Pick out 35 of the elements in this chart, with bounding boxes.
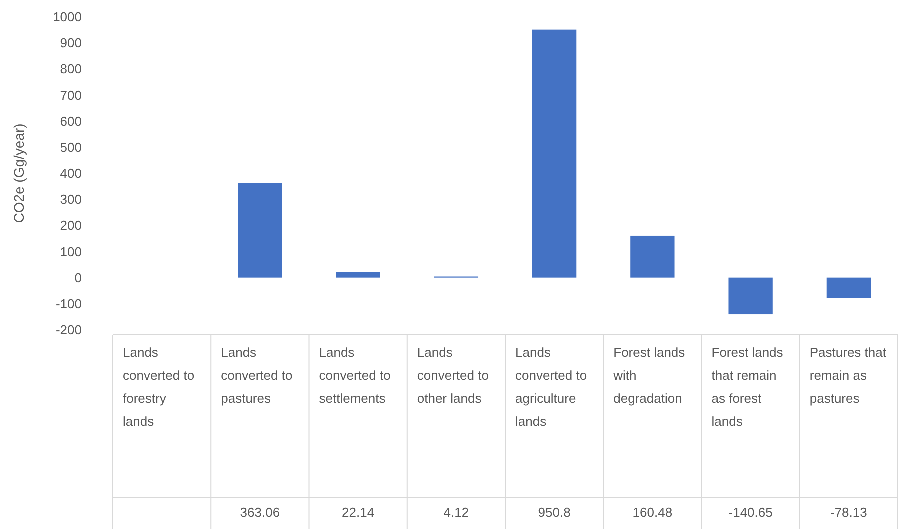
y-tick-label: 900 <box>60 36 82 51</box>
x-tick-label: Pastures that remain as pastures <box>810 345 887 406</box>
data-label: 950.8 <box>538 505 571 520</box>
y-tick-label: 1000 <box>53 10 82 25</box>
y-tick-label: 400 <box>60 166 82 182</box>
data-label: 4.12 <box>444 505 470 520</box>
y-tick-label: 600 <box>60 114 82 129</box>
data-label: -78.13 <box>830 505 868 520</box>
y-tick-label: -200 <box>56 322 82 338</box>
bar <box>728 278 773 315</box>
y-tick-label: 0 <box>74 270 82 286</box>
y-axis-title: CO2e (Gg/year) <box>11 124 27 224</box>
data-label: 160.48 <box>632 505 673 520</box>
x-tick-label: Lands converted to settlements <box>319 345 391 406</box>
bar <box>238 183 282 278</box>
y-tick-label: 500 <box>60 140 82 155</box>
y-tick-label: 200 <box>60 218 82 234</box>
data-label: -140.65 <box>728 505 773 520</box>
x-tick-label: Forest lands with degradation <box>612 345 686 406</box>
x-tick-label: Lands converted to agriculture lands <box>516 345 588 429</box>
bar <box>336 272 380 278</box>
x-tick-label: Forest lands that remain as forest lands <box>712 345 784 429</box>
y-tick-label: 100 <box>60 244 82 260</box>
y-tick-label: 700 <box>60 88 82 103</box>
x-tick-label: Lands converted to pastures <box>221 345 293 406</box>
x-tick-label: Lands converted to forestry lands <box>123 345 195 429</box>
data-label: 22.14 <box>342 505 375 520</box>
x-tick-label: Lands converted to other lands <box>417 345 489 406</box>
bar <box>532 30 577 278</box>
bar <box>630 236 675 278</box>
y-tick-label: 300 <box>60 192 82 208</box>
y-tick-label: 800 <box>60 62 82 77</box>
bar <box>826 278 872 298</box>
y-tick-label: -100 <box>56 296 82 312</box>
data-label: 363.06 <box>240 505 280 520</box>
